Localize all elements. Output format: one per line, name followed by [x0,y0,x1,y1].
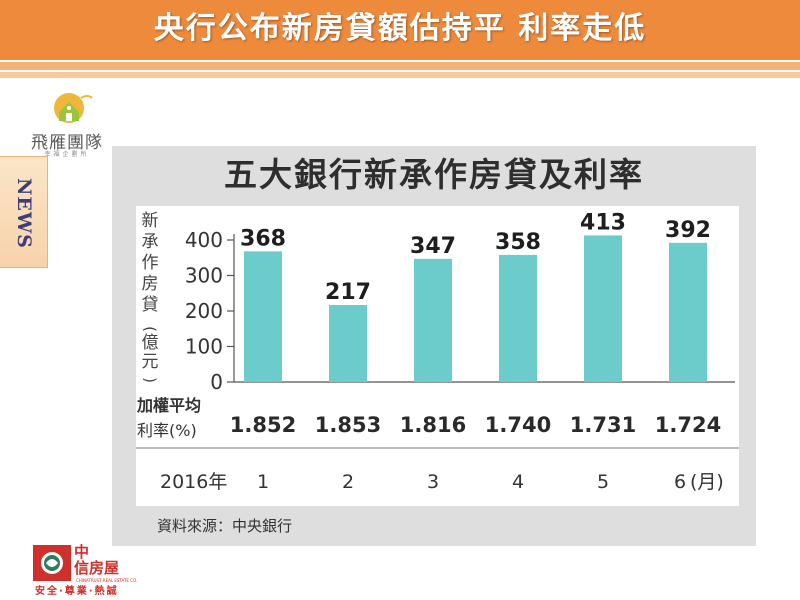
y-axis-unit-char: 億 [142,333,159,353]
header-stripe [0,62,800,70]
rate-label-line1: 加權平均 [136,396,201,415]
x-tick-label: 3 [427,471,439,493]
bar [414,258,452,382]
y-tick-label: 200 [185,299,223,323]
bar [499,254,537,382]
rate-value-label: 1.740 [485,413,551,437]
x-tick-label: 5 [597,471,609,493]
y-axis-label-paren: ( [141,326,159,332]
bar-value-label: 392 [665,218,711,243]
bar-value-label: 368 [240,226,286,251]
x-tick-label: 6 [674,471,686,493]
bar [329,304,367,382]
y-axis-label-char: 作 [142,253,159,273]
x-tick-label: 2 [342,471,354,493]
news-label: NEWS [13,177,35,249]
header-stripe-light [0,72,800,78]
rate-value-label: 1.731 [570,413,636,437]
bar-value-label: 358 [495,230,541,255]
house-bird-logo-icon [54,93,93,123]
rate-value-label: 1.724 [655,413,721,437]
bar-value-label: 347 [410,234,456,259]
bar-value-label: 217 [325,280,371,305]
chart-title: 五大銀行新承作房貸及利率 [224,155,644,194]
brand-bottom-line1: 中 [74,543,90,561]
year-label: 2016年 [160,471,227,493]
bar [244,251,282,382]
y-axis-label-char: 房 [142,274,159,294]
y-tick-label: 100 [185,335,223,359]
rate-label-line2: 利率(%) [137,421,197,440]
bar [669,242,707,382]
x-tick-label: 1 [257,471,269,493]
bar-value-label: 413 [580,210,626,235]
bar [584,235,622,382]
y-tick-label: 0 [210,370,223,394]
brand-bottom-slogan: 安全·尊業·熱誠 [35,586,119,597]
brand-bottom-english: CHINATRUST REAL ESTATE CO. [76,578,138,583]
chart-source: 資料來源：中央銀行 [157,517,293,535]
header-bar [0,0,800,60]
rate-value-label: 1.816 [400,413,466,437]
x-tick-label: 4 [512,471,524,493]
y-axis-unit-char: 元 [142,352,159,372]
brand-bottom-name: 中 信房屋 [74,544,119,576]
brand-bottom-line2: 信房屋 [74,559,120,577]
chinatrust-logo-icon [33,545,71,581]
brand-subtitle: 幸福企劃所 [44,151,90,158]
brand-name: 飛雁團隊 [31,133,103,153]
y-axis-unit-paren: ) [141,377,159,383]
y-axis-label-char: 貸 [142,295,159,315]
y-tick-label: 300 [185,264,223,288]
y-axis-label-char: 新 [142,211,159,231]
rate-value-label: 1.852 [230,413,296,437]
y-tick-label: 400 [185,228,223,252]
page-title: 央行公布新房貸額估持平 利率走低 [153,11,647,46]
month-unit-label: (月) [690,471,724,493]
news-tab: NEWS [0,156,48,268]
rate-value-label: 1.853 [315,413,381,437]
y-axis-label-char: 承 [142,232,159,252]
